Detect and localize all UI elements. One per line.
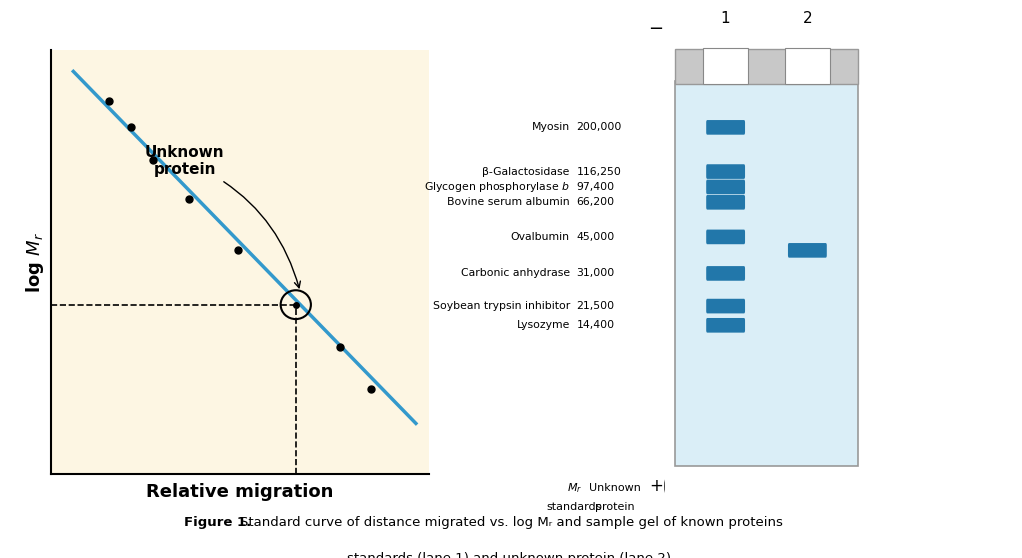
FancyBboxPatch shape: [675, 49, 858, 84]
Text: $M_r$: $M_r$: [567, 482, 582, 496]
Text: 66,200: 66,200: [576, 198, 615, 208]
Text: protein: protein: [595, 502, 635, 512]
Text: β-Galactosidase: β-Galactosidase: [482, 167, 570, 176]
FancyBboxPatch shape: [706, 266, 745, 281]
Text: Unknown: Unknown: [589, 483, 641, 493]
Text: +: +: [649, 477, 663, 495]
FancyBboxPatch shape: [706, 164, 745, 179]
FancyBboxPatch shape: [785, 48, 830, 84]
Text: 1: 1: [721, 11, 731, 26]
FancyBboxPatch shape: [703, 48, 748, 84]
FancyBboxPatch shape: [675, 81, 858, 465]
Text: Carbonic anhydrase: Carbonic anhydrase: [461, 268, 570, 278]
Text: standards (lane 1) and unknown protein (lane 2).: standards (lane 1) and unknown protein (…: [346, 552, 676, 558]
Text: Figure 1.: Figure 1.: [184, 516, 251, 529]
Text: 21,500: 21,500: [576, 301, 615, 311]
Text: 31,000: 31,000: [576, 268, 615, 278]
Text: Unknown
protein: Unknown protein: [145, 145, 300, 288]
Text: 97,400: 97,400: [576, 182, 615, 192]
X-axis label: Relative migration: Relative migration: [146, 483, 334, 501]
Y-axis label: log $M_r$: log $M_r$: [24, 232, 46, 293]
Text: Ovalbumin: Ovalbumin: [511, 232, 570, 242]
Text: Standard curve of distance migrated vs. log Mᵣ and sample gel of known proteins: Standard curve of distance migrated vs. …: [240, 516, 783, 529]
Text: 45,000: 45,000: [576, 232, 615, 242]
FancyBboxPatch shape: [706, 195, 745, 210]
Text: 200,000: 200,000: [576, 122, 622, 132]
Text: 14,400: 14,400: [576, 320, 615, 330]
FancyBboxPatch shape: [706, 229, 745, 244]
Text: 116,250: 116,250: [576, 167, 621, 176]
Text: Bovine serum albumin: Bovine serum albumin: [448, 198, 570, 208]
FancyBboxPatch shape: [706, 299, 745, 314]
FancyBboxPatch shape: [788, 243, 827, 258]
Text: standards: standards: [547, 502, 602, 512]
Text: Soybean trypsin inhibitor: Soybean trypsin inhibitor: [432, 301, 570, 311]
FancyBboxPatch shape: [706, 120, 745, 134]
Text: Glycogen phosphorylase $b$: Glycogen phosphorylase $b$: [424, 180, 570, 194]
Text: Lysozyme: Lysozyme: [516, 320, 570, 330]
Text: Myosin: Myosin: [531, 122, 570, 132]
Text: −: −: [649, 20, 663, 37]
Text: 2: 2: [802, 11, 812, 26]
FancyBboxPatch shape: [706, 180, 745, 194]
FancyBboxPatch shape: [706, 318, 745, 333]
